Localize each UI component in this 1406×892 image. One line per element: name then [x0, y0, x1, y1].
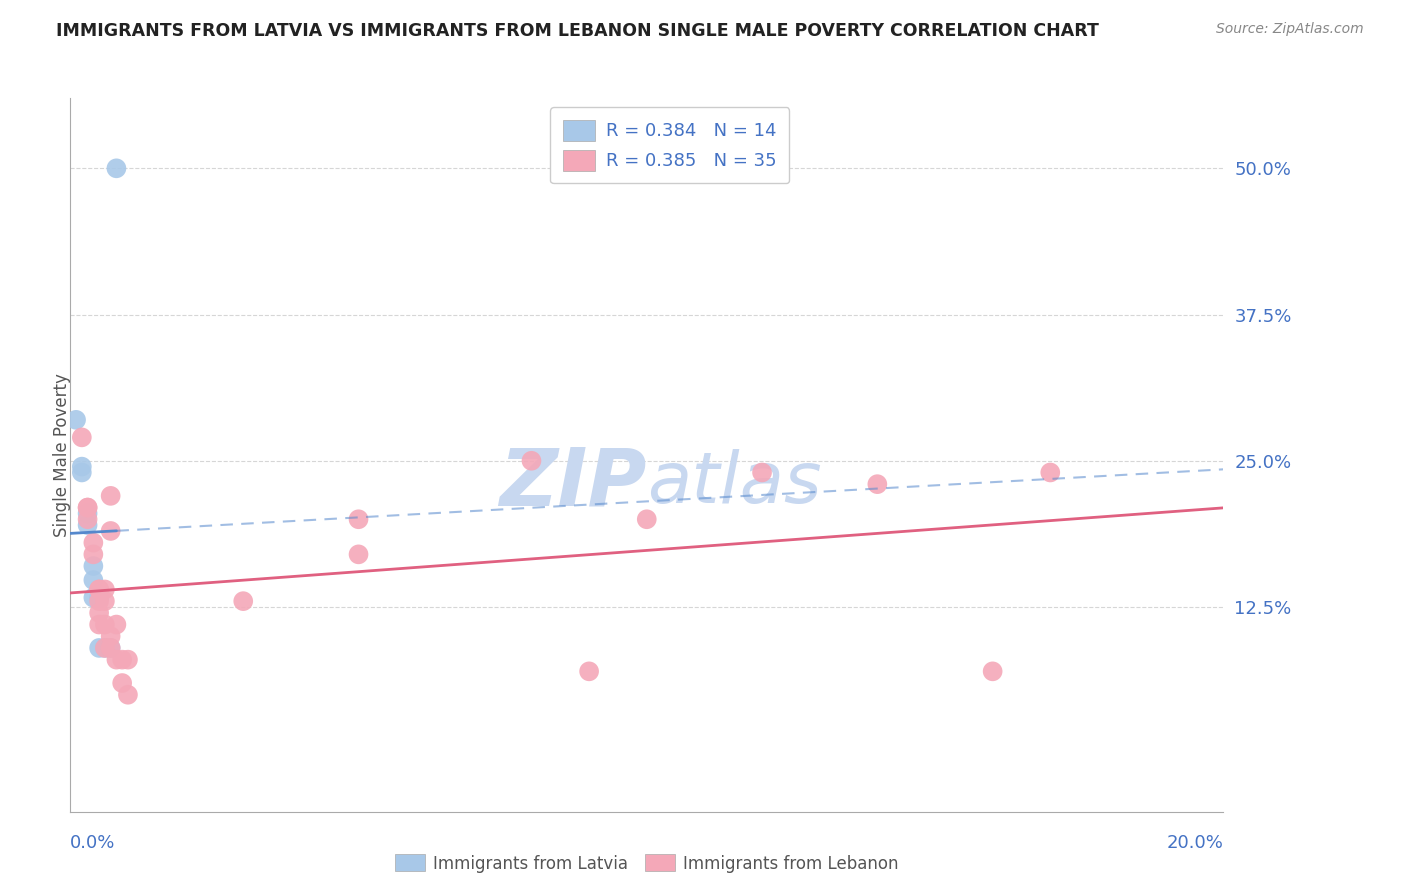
Point	[70, 466, 93, 480]
Point	[105, 161, 128, 176]
Point	[76, 500, 98, 515]
Point	[87, 594, 111, 608]
Point	[70, 459, 93, 474]
Point	[100, 640, 122, 655]
Point	[117, 688, 139, 702]
Point	[65, 413, 87, 427]
Point	[94, 582, 117, 597]
Text: atlas: atlas	[647, 449, 821, 518]
Point	[117, 653, 139, 667]
Point	[100, 489, 122, 503]
Text: IMMIGRANTS FROM LATVIA VS IMMIGRANTS FROM LEBANON SINGLE MALE POVERTY CORRELATIO: IMMIGRANTS FROM LATVIA VS IMMIGRANTS FRO…	[56, 22, 1099, 40]
Point	[82, 535, 104, 549]
Point	[82, 547, 104, 561]
Point	[111, 653, 134, 667]
Point	[82, 591, 104, 605]
Legend: Immigrants from Latvia, Immigrants from Lebanon: Immigrants from Latvia, Immigrants from …	[388, 847, 905, 880]
Point	[76, 507, 98, 521]
Point	[100, 640, 122, 655]
Legend: R = 0.384   N = 14, R = 0.385   N = 35: R = 0.384 N = 14, R = 0.385 N = 35	[550, 107, 789, 183]
Point	[87, 591, 111, 605]
Point	[70, 430, 93, 444]
Point	[578, 665, 600, 679]
Point	[82, 573, 104, 587]
Point	[94, 617, 117, 632]
Point	[105, 617, 128, 632]
Point	[76, 500, 98, 515]
Text: 20.0%: 20.0%	[1167, 834, 1223, 852]
Point	[94, 640, 117, 655]
Point	[87, 617, 111, 632]
Point	[76, 512, 98, 526]
Point	[636, 512, 658, 526]
Point	[82, 559, 104, 574]
Point	[87, 640, 111, 655]
Point	[347, 512, 370, 526]
Point	[111, 676, 134, 690]
Point	[751, 466, 773, 480]
Point	[76, 518, 98, 533]
Point	[981, 665, 1004, 679]
Y-axis label: Single Male Poverty: Single Male Poverty	[53, 373, 70, 537]
Point	[105, 653, 128, 667]
Point	[94, 594, 117, 608]
Text: ZIP: ZIP	[499, 444, 647, 523]
Point	[866, 477, 889, 491]
Point	[87, 582, 111, 597]
Point	[87, 582, 111, 597]
Text: Source: ZipAtlas.com: Source: ZipAtlas.com	[1216, 22, 1364, 37]
Point	[87, 606, 111, 620]
Text: 0.0%: 0.0%	[70, 834, 115, 852]
Point	[232, 594, 254, 608]
Point	[87, 591, 111, 605]
Point	[100, 629, 122, 643]
Point	[100, 524, 122, 538]
Point	[520, 454, 543, 468]
Point	[94, 640, 117, 655]
Point	[1039, 466, 1062, 480]
Point	[347, 547, 370, 561]
